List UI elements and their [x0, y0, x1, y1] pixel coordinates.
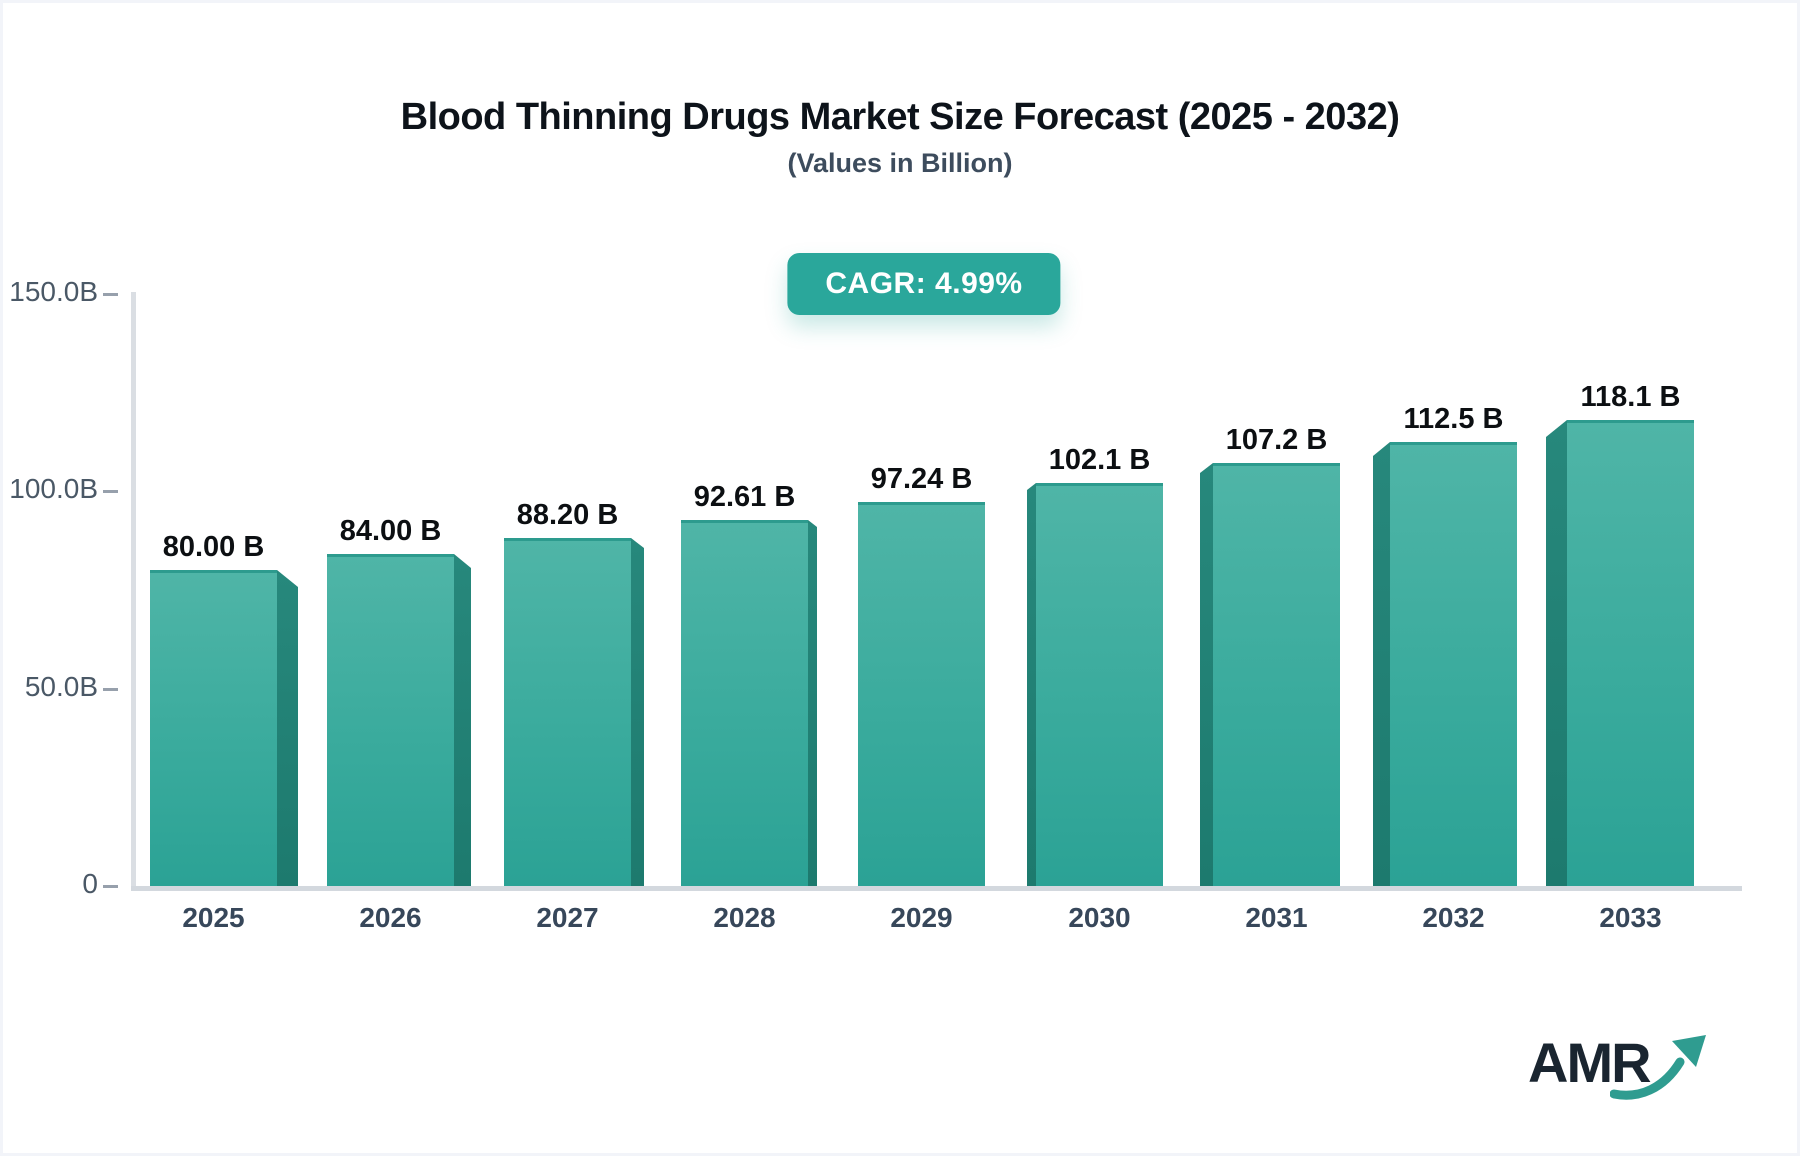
bar-2028	[681, 520, 808, 886]
bar-2030	[1036, 483, 1163, 886]
bar-side-panel-2025	[277, 570, 298, 886]
y-axis-line	[131, 292, 136, 891]
x-axis-label-2027: 2027	[536, 902, 599, 933]
bar-side-panel-2028	[808, 520, 817, 886]
y-tick-mark	[103, 688, 118, 691]
y-tick-mark	[103, 885, 118, 888]
y-tick-mark	[103, 293, 118, 296]
x-axis-label-2031: 2031	[1245, 902, 1308, 933]
bar-2032	[1390, 442, 1517, 886]
y-tick-label-0: 0	[82, 868, 98, 899]
bar-side-panel-2026	[454, 554, 471, 886]
y-tick-label-50.0B: 50.0B	[24, 671, 98, 702]
x-axis-label-2026: 2026	[359, 902, 422, 933]
bar-value-label-2033: 118.1 B	[1580, 381, 1681, 413]
bar-2031	[1213, 463, 1340, 886]
bar-value-label-2028: 92.61 B	[693, 481, 796, 513]
bar-value-label-2029: 97.24 B	[870, 463, 973, 495]
bar-value-label-2032: 112.5 B	[1403, 403, 1504, 435]
bar-value-label-2031: 107.2 B	[1225, 424, 1328, 456]
bar-side-panel-2033	[1546, 420, 1567, 886]
y-tick-label-150.0B: 150.0B	[9, 276, 98, 307]
x-axis-line	[131, 886, 1742, 891]
bar-2029	[858, 502, 985, 886]
x-axis-label-2033: 2033	[1599, 902, 1662, 933]
x-axis-label-2029: 2029	[890, 902, 953, 933]
bar-2026	[327, 554, 454, 886]
bar-side-panel-2030	[1027, 483, 1036, 886]
bar-side-panel-2031	[1200, 463, 1213, 886]
bar-2025	[150, 570, 277, 886]
bar-side-panel-2027	[631, 538, 644, 886]
bar-value-label-2030: 102.1 B	[1048, 444, 1151, 476]
chart-title: Blood Thinning Drugs Market Size Forecas…	[400, 96, 1400, 138]
bar-side-panel-2032	[1373, 442, 1390, 886]
x-axis-label-2028: 2028	[713, 902, 776, 933]
bar-2027	[504, 538, 631, 886]
bar-value-label-2025: 80.00 B	[162, 531, 265, 563]
cagr-badge: CAGR: 4.99%	[787, 253, 1061, 315]
chart-subtitle: (Values in Billion)	[787, 148, 1013, 178]
bar-value-label-2026: 84.00 B	[339, 515, 442, 547]
y-tick-label-100.0B: 100.0B	[9, 473, 98, 504]
bar-value-label-2027: 88.20 B	[516, 499, 619, 531]
logo-growth-arrow-icon	[1610, 1035, 1706, 1100]
bar-2033	[1567, 420, 1694, 886]
x-axis-label-2025: 2025	[182, 902, 245, 933]
amr-logo-text: AMR	[1528, 1031, 1652, 1094]
x-axis-label-2030: 2030	[1068, 902, 1131, 933]
amr-logo: AMR	[1528, 1030, 1718, 1114]
y-tick-mark	[103, 490, 118, 493]
x-axis-label-2032: 2032	[1422, 902, 1485, 933]
